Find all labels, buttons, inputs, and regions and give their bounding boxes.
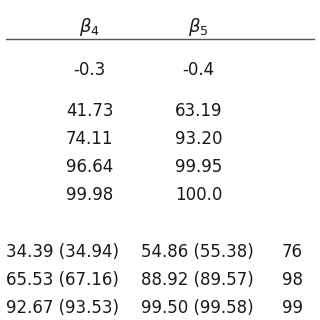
Text: 63.19: 63.19 — [175, 102, 222, 120]
Text: $\beta_5$: $\beta_5$ — [188, 16, 209, 38]
Text: 98: 98 — [282, 271, 303, 289]
Text: 41.73: 41.73 — [66, 102, 113, 120]
Text: 34.39 (34.94): 34.39 (34.94) — [6, 243, 119, 261]
Text: 96.64: 96.64 — [66, 158, 113, 176]
Text: -0.4: -0.4 — [182, 61, 214, 79]
Text: 99.98: 99.98 — [66, 186, 113, 204]
Text: 65.53 (67.16): 65.53 (67.16) — [6, 271, 119, 289]
Text: 76: 76 — [282, 243, 303, 261]
Text: 99.95: 99.95 — [175, 158, 222, 176]
Text: 92.67 (93.53): 92.67 (93.53) — [6, 299, 119, 317]
Text: 100.0: 100.0 — [175, 186, 222, 204]
Text: 93.20: 93.20 — [175, 130, 222, 148]
Text: 88.92 (89.57): 88.92 (89.57) — [141, 271, 253, 289]
Text: 99.50 (99.58): 99.50 (99.58) — [141, 299, 253, 317]
Text: 99: 99 — [282, 299, 303, 317]
Text: 54.86 (55.38): 54.86 (55.38) — [141, 243, 253, 261]
Text: $\beta_4$: $\beta_4$ — [79, 16, 100, 38]
Text: 74.11: 74.11 — [66, 130, 113, 148]
Text: -0.3: -0.3 — [74, 61, 106, 79]
